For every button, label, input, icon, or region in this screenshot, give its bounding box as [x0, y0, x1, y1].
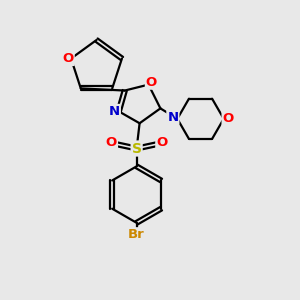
Text: N: N: [167, 111, 178, 124]
Text: O: O: [106, 136, 117, 149]
Text: N: N: [109, 105, 120, 118]
Text: O: O: [146, 76, 157, 89]
Text: O: O: [62, 52, 74, 65]
Text: Br: Br: [128, 228, 145, 241]
Text: O: O: [223, 112, 234, 125]
Text: S: S: [132, 142, 142, 155]
Text: O: O: [156, 136, 167, 149]
